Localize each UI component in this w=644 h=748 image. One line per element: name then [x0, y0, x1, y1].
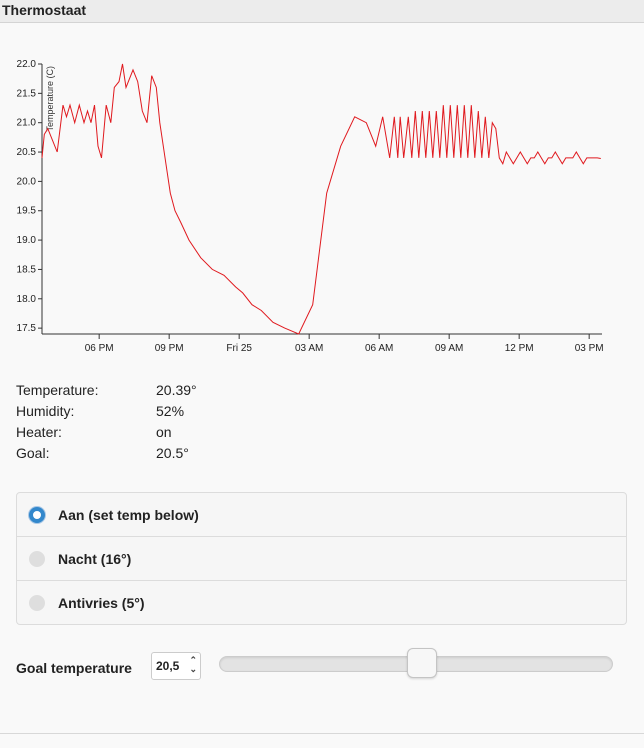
mode-option-label: Aan (set temp below) [58, 506, 199, 523]
x-tick-label: 03 AM [295, 343, 323, 354]
x-tick-label: 12 PM [505, 343, 534, 354]
x-tick-label: 06 AM [365, 343, 393, 354]
temperature-series-line [41, 63, 601, 335]
y-axis-label: Temperature (C) [45, 66, 55, 132]
y-tick-label: 19.0 [17, 235, 37, 246]
temperature-label: Temperature: [16, 382, 99, 398]
humidity-value: 52% [156, 403, 185, 419]
stepper-icon[interactable]: ⌃ ⌄ [189, 655, 197, 674]
radio-unselected-icon[interactable] [29, 594, 45, 611]
footer-divider [0, 733, 644, 734]
x-tick-label: 09 AM [435, 343, 463, 354]
goal-temperature-value: 20,5 [156, 659, 180, 673]
goal-temperature-input[interactable]: 20,5 ⌃ ⌄ [151, 652, 201, 680]
y-tick-label: 21.0 [17, 118, 37, 129]
mode-radio-group: Aan (set temp below) Nacht (16°) Antivri… [16, 492, 627, 625]
x-tick-label: 09 PM [155, 343, 184, 354]
y-tick-label: 19.5 [17, 206, 37, 217]
goal-temperature-slider-handle[interactable] [407, 648, 438, 678]
info-row-goal: Goal: 20.5° [16, 443, 197, 464]
radio-unselected-icon[interactable] [29, 550, 45, 567]
y-tick-label: 21.5 [17, 88, 37, 99]
x-tick-label: 03 PM [575, 343, 604, 354]
mode-option-aan[interactable]: Aan (set temp below) [17, 493, 626, 537]
mode-option-antivries[interactable]: Antivries (5°) [17, 581, 626, 624]
info-row-temperature: Temperature: 20.39° [16, 380, 197, 401]
radio-selected-icon[interactable] [29, 506, 45, 523]
y-tick-label: 17.5 [17, 323, 37, 334]
y-tick-label: 18.0 [17, 294, 37, 305]
y-tick-label: 20.0 [17, 176, 37, 187]
mode-option-label: Antivries (5°) [58, 594, 145, 611]
mode-option-nacht[interactable]: Nacht (16°) [17, 537, 626, 581]
temperature-chart-svg: 17.5 18.0 18.5 19.0 19.5 20.0 20.5 21.0 21.5 22.0… [17, 59, 604, 354]
info-row-humidity: Humidity: 52% [16, 401, 197, 422]
goal-info-label: Goal: [16, 445, 50, 461]
x-tick-label: 06 PM [85, 343, 114, 354]
temperature-chart: 17.5 18.0 18.5 19.0 19.5 20.0 20.5 21.0 21.5 22.0… [0, 24, 644, 364]
info-row-heater: Heater: on [16, 422, 197, 443]
y-tick-label: 18.5 [17, 264, 37, 275]
heater-value: on [156, 424, 172, 440]
x-tick-label: Fri 25 [226, 343, 252, 354]
page-header: Thermostaat [0, 0, 644, 23]
humidity-label: Humidity: [16, 403, 75, 419]
y-tick-label: 20.5 [17, 147, 37, 158]
page-title: Thermostaat [2, 2, 87, 18]
temperature-value: 20.39° [156, 382, 197, 398]
goal-info-value: 20.5° [156, 445, 189, 461]
y-tick-label: 22.0 [17, 59, 37, 70]
mode-option-label: Nacht (16°) [58, 550, 132, 567]
goal-temperature-label: Goal temperature [16, 660, 132, 676]
heater-label: Heater: [16, 424, 62, 440]
status-info: Temperature: 20.39° Humidity: 52% Heater… [16, 380, 197, 464]
